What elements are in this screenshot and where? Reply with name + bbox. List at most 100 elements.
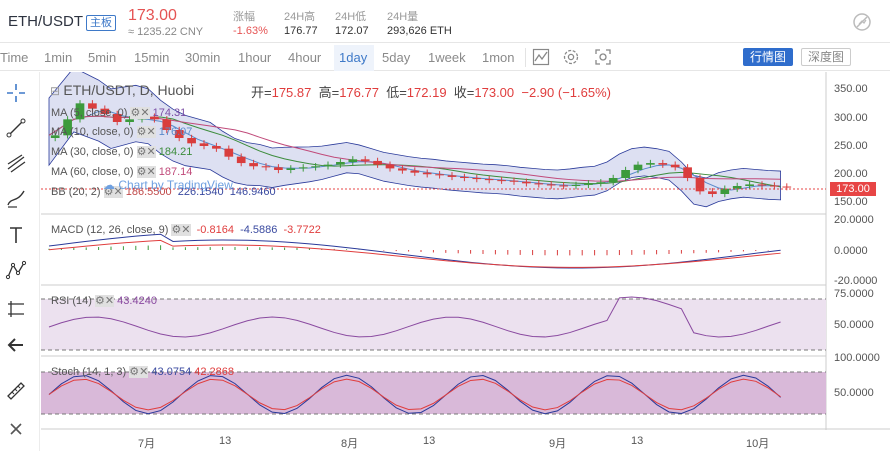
- candle-body: [410, 170, 420, 173]
- candle-body: [695, 178, 705, 192]
- date-jul-13: 13: [219, 435, 232, 447]
- line-view-button[interactable]: 行情图: [743, 48, 793, 66]
- trend-line-icon[interactable]: [5, 117, 27, 139]
- tf-time[interactable]: Time: [0, 50, 29, 65]
- macd-axis-20: 20.0000: [834, 214, 874, 226]
- candle-body: [323, 164, 333, 167]
- ma10-legend[interactable]: MA (10, close, 0) ⚙✕ 176.07: [51, 126, 193, 138]
- close-toolbar-icon[interactable]: [5, 418, 27, 440]
- ma60-legend[interactable]: MA (60, close, 0) ⚙✕ 187.14: [51, 166, 193, 178]
- back-arrow-icon[interactable]: [5, 334, 27, 356]
- candle-body: [75, 103, 85, 120]
- rsi-value: 43.4240: [117, 295, 157, 307]
- candle-body: [534, 183, 544, 185]
- candle-body: [162, 119, 172, 130]
- depth-view-button[interactable]: 深度图: [801, 48, 851, 66]
- tf-1week[interactable]: 1week: [428, 50, 466, 65]
- stat-value-volume: 293,626 ETH: [387, 25, 452, 37]
- stat-label-low: 24H低: [335, 11, 367, 23]
- tf-5min[interactable]: 5min: [88, 50, 117, 65]
- candle-body: [658, 163, 668, 165]
- tf-5day[interactable]: 5day: [382, 50, 411, 65]
- chart-canvas[interactable]: [41, 72, 890, 451]
- ma60-value: 187.14: [158, 166, 193, 178]
- candle-body: [447, 175, 457, 177]
- crosshair-icon[interactable]: [5, 82, 27, 104]
- candle-body: [559, 185, 568, 187]
- candle-body: [385, 164, 395, 169]
- ma30-line: [48, 115, 781, 188]
- tf-1min[interactable]: 1min: [44, 50, 73, 65]
- stoch-d-line: [48, 378, 781, 411]
- ma30-legend[interactable]: MA (30, close, 0) ⚙✕ 184.21: [51, 146, 193, 158]
- candle-body: [732, 186, 742, 189]
- indicator-icon[interactable]: [532, 48, 550, 66]
- chart-style-icon[interactable]: [852, 12, 872, 32]
- candle-body: [348, 159, 358, 162]
- date-jul: 7月: [138, 438, 156, 450]
- candle-body: [150, 116, 159, 120]
- candle-body: [274, 167, 283, 170]
- ma5-label: MA (5, close, 0): [51, 107, 128, 119]
- tf-15min[interactable]: 15min: [134, 50, 170, 65]
- brush-icon[interactable]: [5, 187, 27, 209]
- bb-legend[interactable]: BB (20, 2) ⚙✕ 186.5500 226.1540 146.9460: [51, 186, 276, 198]
- macd-line: [48, 233, 781, 269]
- stoch-k-line: [48, 374, 781, 415]
- low-label: 低=: [386, 85, 407, 100]
- date-sep-13: 13: [631, 435, 644, 447]
- candle-body: [435, 174, 444, 176]
- price-axis-200: 200.00: [834, 168, 868, 180]
- macd-legend[interactable]: MACD (12, 26, close, 9) ⚙✕ -0.8164 -4.58…: [51, 224, 321, 236]
- tf-4hour[interactable]: 4hour: [288, 50, 322, 65]
- tradingview-watermark: ☁ Chart by TradingView: [103, 178, 233, 192]
- macd-signal-line: [48, 239, 781, 268]
- high-label: 高=: [318, 85, 340, 100]
- ruler-icon[interactable]: [5, 380, 27, 402]
- candle-body: [497, 180, 506, 182]
- ma30-value: 184.21: [158, 146, 193, 158]
- bb-value-lower: 146.9460: [229, 186, 276, 198]
- candle-body: [398, 168, 407, 171]
- stoch-value-k: 43.0754: [151, 366, 192, 378]
- watermark-text: Chart by TradingView: [118, 178, 233, 192]
- trading-chart[interactable]: ⊟ ETH/USDT, D, Huobi 开=175.87 高=176.77 低…: [41, 72, 890, 451]
- price-axis-300: 300.00: [834, 112, 868, 124]
- tf-30min[interactable]: 30min: [185, 50, 221, 65]
- pattern-icon[interactable]: [5, 259, 27, 281]
- bb-value-mid: 186.5500: [125, 186, 172, 198]
- stoch-label: Stoch (14, 1, 3): [51, 366, 127, 378]
- drawing-toolbar: [0, 72, 40, 451]
- candle-body: [646, 163, 655, 165]
- macd-value-macd: -4.5886: [240, 224, 278, 236]
- candle-body: [112, 114, 122, 122]
- candle-body: [224, 148, 234, 157]
- tf-1mon[interactable]: 1mon: [482, 50, 515, 65]
- stoch-legend[interactable]: Stoch (14, 1, 3) ⚙✕ 43.0754 42.2868: [51, 366, 235, 378]
- ma5-value: 174.31: [152, 107, 187, 119]
- candle-body: [187, 138, 196, 144]
- close-value: 173.00: [474, 85, 515, 100]
- ma30-label: MA (30, close, 0): [51, 146, 134, 158]
- candle-body: [249, 163, 258, 167]
- ohlc-readout: 开=175.87 高=176.77 低=172.19 收=173.00 −2.9…: [251, 82, 611, 101]
- price-axis-150: 150.00: [834, 196, 868, 208]
- candle-body: [311, 166, 320, 168]
- tf-1day[interactable]: 1day: [339, 50, 368, 65]
- low-value: 172.19: [406, 85, 447, 100]
- rsi-legend[interactable]: RSI (14) ⚙✕ 43.4240: [51, 295, 157, 307]
- candle-body: [683, 167, 692, 178]
- measure-icon[interactable]: [5, 298, 27, 320]
- candle-body: [782, 186, 792, 188]
- fib-retracement-icon[interactable]: [5, 152, 27, 174]
- tf-1hour[interactable]: 1hour: [238, 50, 272, 65]
- open-label: 开=: [251, 85, 272, 100]
- screenshot-icon[interactable]: [594, 48, 612, 66]
- bb-value-upper: 226.1540: [177, 186, 224, 198]
- candle-body: [63, 119, 72, 136]
- ma5-legend[interactable]: MA (5, close, 0) ⚙✕ 174.31: [51, 107, 187, 119]
- text-tool-icon[interactable]: [5, 224, 27, 246]
- timeframe-bar: Time 1min 5min 15min 30min 1hour 4hour 1…: [0, 44, 890, 71]
- settings-gear-icon[interactable]: [562, 48, 580, 66]
- pair-name[interactable]: ETH/USDT: [8, 13, 83, 30]
